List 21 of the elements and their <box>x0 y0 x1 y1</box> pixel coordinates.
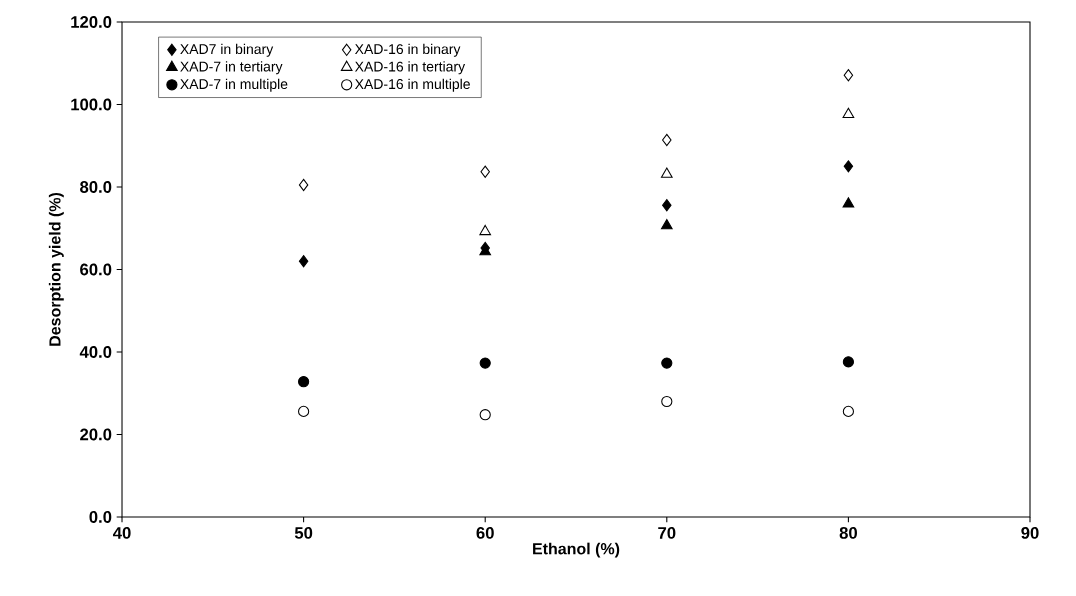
legend-label: XAD-16 in binary <box>354 43 461 57</box>
legend-label: XAD7 in binary <box>180 43 274 57</box>
x-tick-label: 90 <box>1021 527 1039 539</box>
y-axis-title: Desorption yield (%) <box>48 192 64 346</box>
legend-label: XAD-7 in tertiary <box>180 61 283 75</box>
x-tick-label: 70 <box>658 527 676 539</box>
y-tick-label: 100.0 <box>71 98 112 111</box>
y-tick-label: 20.0 <box>80 428 112 441</box>
y-tick-label: 120.0 <box>71 16 112 28</box>
y-tick-label: 40.0 <box>79 346 112 358</box>
x-axis-title: Ethanol (%) <box>533 542 620 558</box>
legend-label: XAD-16 in multiple <box>354 78 470 92</box>
y-tick-label: 60.0 <box>80 263 112 276</box>
x-tick-label: 80 <box>839 527 857 539</box>
legend-label: XAD-7 in multiple <box>180 78 288 92</box>
x-tick-label: 40 <box>112 527 131 539</box>
x-tick-label: 50 <box>294 527 313 539</box>
legend-label: XAD-16 in tertiary <box>354 61 466 75</box>
y-tick-label: 0.0 <box>89 511 112 523</box>
y-tick-label: 80.0 <box>80 181 112 193</box>
x-tick-label: 60 <box>476 527 494 539</box>
